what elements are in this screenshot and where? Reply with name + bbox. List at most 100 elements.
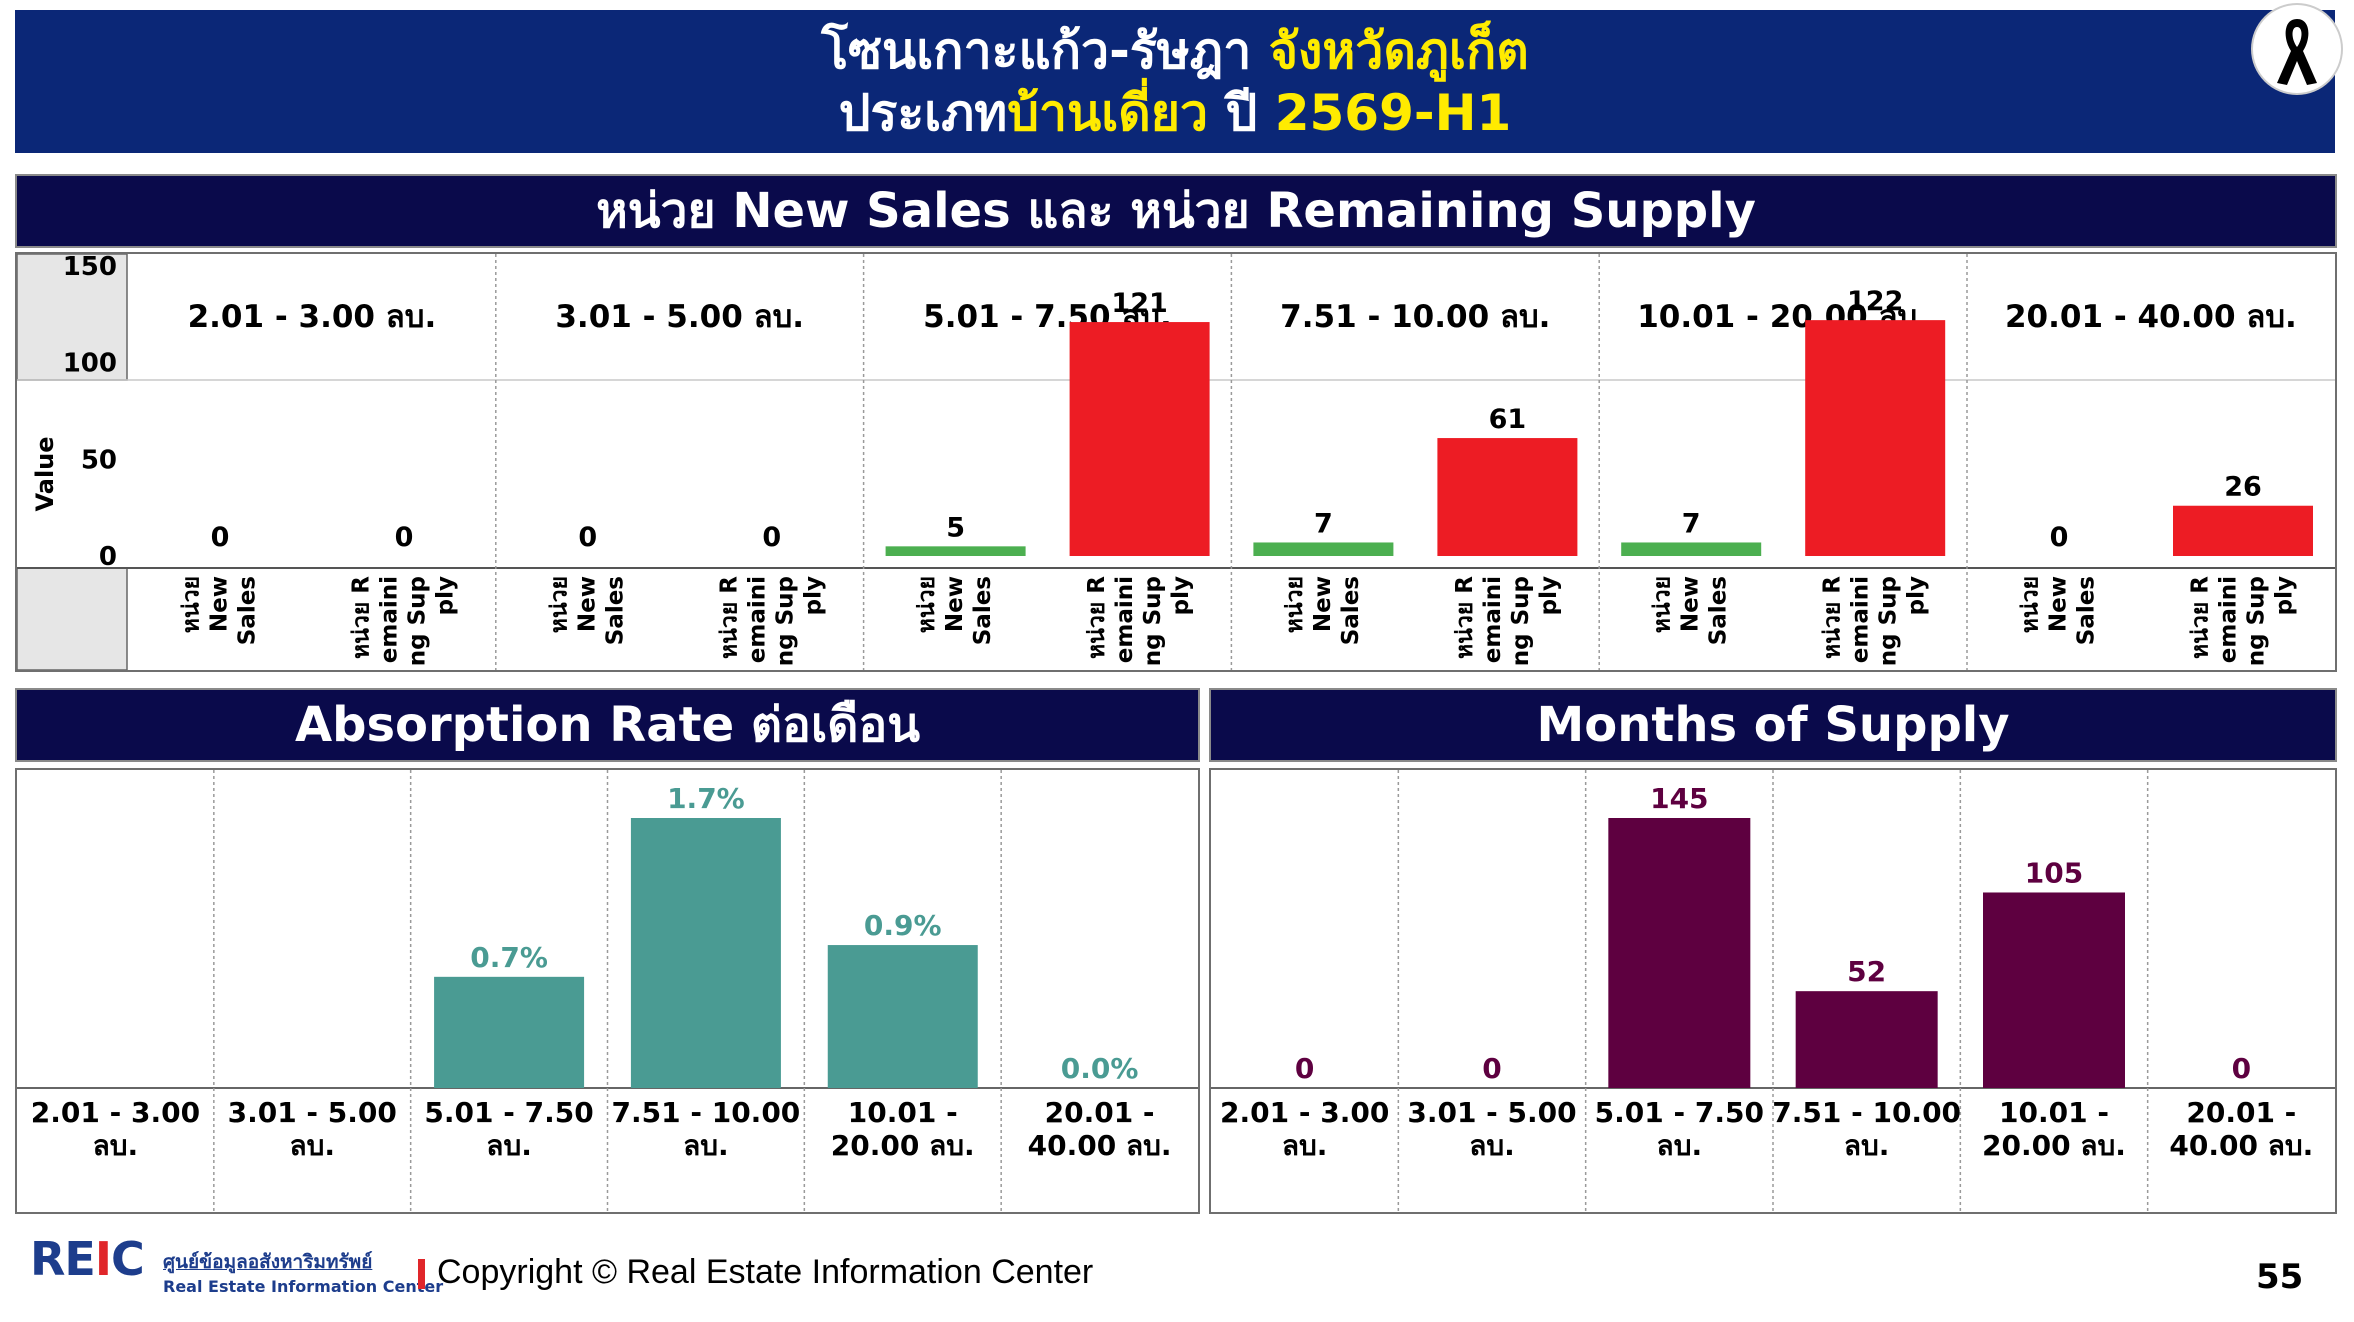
x-series-label: หน่วย (1282, 576, 1308, 633)
bar-new-sales (885, 546, 1026, 556)
sales-supply-panel: Value 150 100 50 0 2.01 - 3.00 ลบ. 3.01 - 5.… (15, 252, 2337, 672)
data-label-new-sales: 0 (2050, 522, 2069, 553)
footer-accent-bar (418, 1259, 425, 1289)
title-year-prefix: ปี (1208, 83, 1275, 142)
y-tick-label: 0 (99, 542, 117, 572)
category-label: 10.01 - (1999, 1096, 2109, 1129)
x-series-label: New (574, 576, 600, 632)
category-label: 3.01 - 5.00 (1407, 1096, 1576, 1129)
title-type: บ้านเดี่ยว (1007, 83, 1209, 142)
category-label: 40.00 ลบ. (2169, 1129, 2313, 1162)
footer-org: ศูนย์ข้อมูลอสังหาริมทรัพย์ Real Estate I… (163, 1247, 443, 1296)
x-series-label: New (942, 576, 968, 632)
data-label-new-sales: 0 (578, 522, 597, 553)
x-series-label: ng Sup (2244, 576, 2270, 666)
ribbon-icon (2277, 19, 2317, 85)
title-banner: โซนเกาะแก้ว-รัษฎา จังหวัดภูเก็ต ประเภทบ้… (15, 10, 2335, 153)
x-series-label: Sales (2074, 576, 2100, 645)
category-label: 2.01 - 3.00 (1220, 1096, 1389, 1129)
category-label: ลบ. (1657, 1129, 1703, 1162)
x-series-label: หน่วย R (716, 576, 742, 659)
footer-org-thai: ศูนย์ข้อมูลอสังหาริมทรัพย์ (163, 1251, 373, 1273)
x-series-label: emaini (1480, 576, 1506, 663)
price-range-header: 20.01 - 40.00 ลบ. (2005, 299, 2297, 335)
x-series-label: หน่วย (2018, 576, 2044, 633)
x-series-label: ply (2272, 576, 2298, 615)
data-label: 1.7% (667, 782, 745, 815)
data-label: 0.0% (1061, 1052, 1139, 1085)
bar-remaining-supply (1805, 320, 1946, 556)
mourning-ribbon-icon (2253, 5, 2341, 93)
category-label: ลบ. (93, 1129, 139, 1162)
data-label-remaining-supply: 0 (395, 522, 414, 553)
category-label: ลบ. (289, 1129, 335, 1162)
data-label-remaining-supply: 0 (762, 522, 781, 553)
title-period: 2569-H1 (1274, 83, 1512, 142)
x-series-label: ng Sup (1876, 576, 1902, 666)
data-label-new-sales: 7 (1314, 508, 1333, 539)
bar-new-sales (1253, 542, 1394, 556)
x-series-label: ng Sup (1508, 576, 1534, 666)
x-series-label: ply (1536, 576, 1562, 615)
x-series-label: หน่วย (179, 576, 205, 633)
data-label: 0 (2232, 1052, 2251, 1085)
x-series-label: หน่วย R (349, 576, 375, 659)
x-series-label: ng Sup (405, 576, 431, 666)
reic-logo: REIC (30, 1232, 145, 1286)
data-label-new-sales: 0 (211, 522, 230, 553)
x-series-label: emaini (377, 576, 403, 663)
bar (434, 976, 585, 1088)
title-province: จังหวัดภูเก็ต (1268, 21, 1529, 80)
section-header-sales-supply: หน่วย New Sales และ หน่วย Remaining Supp… (15, 174, 2337, 248)
corner-header-cell (16, 253, 128, 381)
section-header-absorption: Absorption Rate ต่อเดือน (15, 688, 1200, 762)
data-label: 145 (1650, 782, 1708, 815)
x-series-label: Sales (1338, 576, 1364, 645)
category-label: ลบ. (683, 1129, 729, 1162)
bar-new-sales (1621, 542, 1762, 556)
section-header-months-supply: Months of Supply (1209, 688, 2337, 762)
data-label: 0.9% (864, 909, 942, 942)
category-label: 40.00 ลบ. (1028, 1129, 1172, 1162)
footer-copyright: Copyright © Real Estate Information Cent… (437, 1253, 1094, 1291)
y-tick-label: 150 (63, 254, 117, 282)
x-series-label: หน่วย R (1820, 576, 1846, 659)
bar-remaining-supply (2173, 505, 2313, 556)
price-range-header: 7.51 - 10.00 ลบ. (1280, 299, 1550, 335)
footer-logo: REIC (30, 1232, 145, 1286)
category-label: ลบ. (1469, 1129, 1515, 1162)
x-series-label: ng Sup (772, 576, 798, 666)
data-label: 52 (1847, 955, 1886, 988)
x-series-label: ply (433, 576, 459, 615)
title-area: โซนเกาะแก้ว-รัษฎา (821, 21, 1269, 80)
category-label: ลบ. (486, 1129, 532, 1162)
x-series-label: emaini (1848, 576, 1874, 663)
bar (630, 818, 781, 1088)
category-label: 2.01 - 3.00 (31, 1096, 200, 1129)
category-label: 7.51 - 10.00 (1772, 1096, 1961, 1129)
x-series-label: Sales (970, 576, 996, 645)
x-series-label: ply (800, 576, 826, 615)
x-series-label: หน่วย (914, 576, 940, 633)
y-axis-label: Value (31, 436, 59, 511)
category-label: 3.01 - 5.00 (228, 1096, 397, 1129)
x-series-label: ply (1168, 576, 1194, 615)
x-series-label: Sales (1706, 576, 1732, 645)
title-line-2: ประเภทบ้านเดี่ยว ปี 2569-H1 (839, 82, 1512, 144)
x-series-label: หน่วย (546, 576, 572, 633)
bar-remaining-supply (1437, 438, 1578, 556)
category-label: 5.01 - 7.50 (424, 1096, 593, 1129)
data-label: 0 (1482, 1052, 1501, 1085)
data-label-remaining-supply: 26 (2224, 472, 2262, 503)
category-label: 10.01 - (848, 1096, 958, 1129)
x-series-label: หน่วย R (1084, 576, 1110, 659)
x-series-label: New (1310, 576, 1336, 632)
x-series-label: emaini (2216, 576, 2242, 663)
x-series-label: Sales (235, 576, 261, 645)
x-series-label: ng Sup (1140, 576, 1166, 666)
price-range-header: 2.01 - 3.00 ลบ. (188, 299, 437, 335)
x-series-label: New (207, 576, 233, 632)
data-label-new-sales: 5 (946, 512, 965, 543)
